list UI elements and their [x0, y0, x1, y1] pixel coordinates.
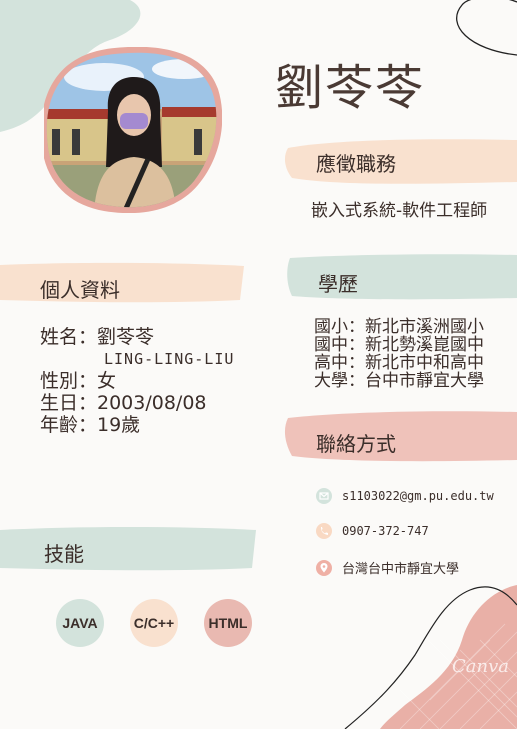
mail-icon	[316, 488, 332, 504]
skill-badge-cpp: C/C++	[130, 599, 178, 647]
education-high-school: 高中：新北市中和高中	[314, 353, 484, 373]
skill-badge-java: JAVA	[56, 599, 104, 647]
personal-romanized-name: LING-LING-LIU	[104, 350, 235, 368]
contact-email: s1103022@gm.pu.edu.tw	[342, 489, 494, 503]
line-curve-top-right	[456, 0, 517, 56]
job-section-title: 應徵職務	[316, 152, 396, 176]
blob-grid-pattern	[399, 623, 517, 729]
contact-email-row: s1103022@gm.pu.edu.tw	[316, 488, 494, 504]
contact-address: 台灣台中市靜宜大學	[342, 562, 460, 577]
job-value: 嵌入式系統-軟件工程師	[311, 201, 488, 221]
brush-job	[284, 139, 517, 184]
personal-name-line: 姓名：劉苓苓	[40, 326, 155, 348]
education-university: 大學：台中市靜宜大學	[314, 371, 484, 391]
profile-photo	[44, 47, 222, 213]
location-pin-icon	[316, 559, 332, 576]
canva-watermark: Canva	[452, 656, 509, 677]
personal-section-title: 個人資料	[40, 278, 120, 302]
brush-contact	[284, 411, 517, 462]
personal-age-line: 年齡：19歲	[40, 414, 141, 436]
education-elementary: 國小：新北市溪洲國小	[314, 317, 484, 337]
contact-address-row: 台灣台中市靜宜大學	[316, 558, 459, 577]
rose-blob-bottom-right	[380, 585, 517, 729]
personal-gender-line: 性別：女	[40, 370, 117, 392]
brush-skills	[0, 527, 256, 571]
education-section-title: 學歷	[318, 272, 358, 296]
education-junior-high: 國中：新北勢溪崑國中	[314, 335, 484, 355]
contact-phone-row: 0907-372-747	[316, 523, 429, 539]
contact-section-title: 聯絡方式	[316, 432, 396, 456]
personal-birthday-line: 生日：2003/08/08	[40, 392, 207, 414]
brush-education	[287, 254, 517, 300]
education-list: 國小：新北市溪洲國小 國中：新北勢溪崑國中 高中：新北市中和高中 大學：台中市靜…	[314, 318, 484, 390]
brush-personal	[0, 262, 244, 303]
line-curve-bottom	[344, 586, 517, 729]
skills-section-title: 技能	[44, 542, 84, 566]
skill-badge-html: HTML	[204, 599, 252, 647]
phone-icon	[316, 523, 332, 539]
personal-info-list: 姓名：劉苓苓 LING-LING-LIU 性別：女 生日：2003/08/08 …	[40, 326, 234, 436]
candidate-name: 劉苓苓	[275, 60, 426, 116]
contact-phone: 0907-372-747	[342, 524, 429, 538]
